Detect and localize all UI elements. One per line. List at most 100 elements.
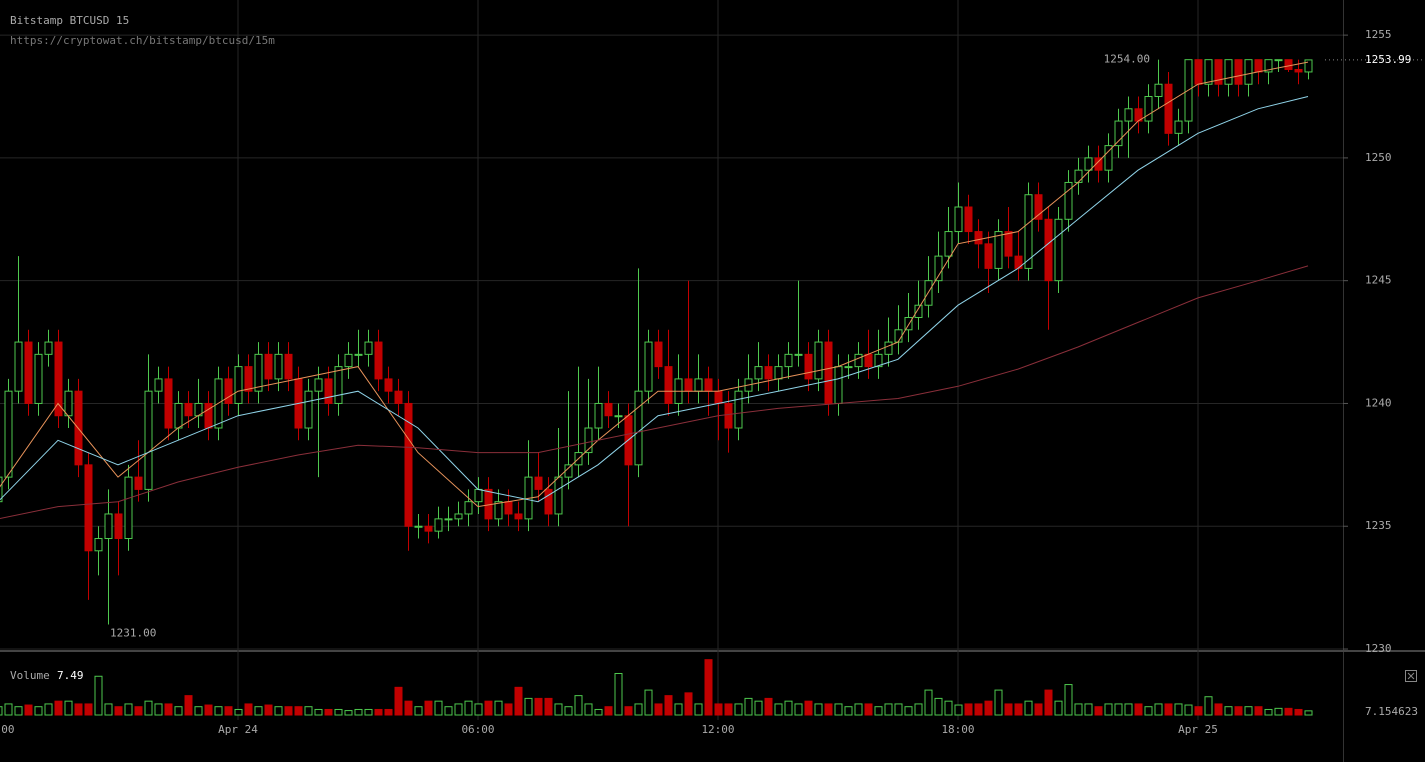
volume-bar: [664, 695, 673, 716]
candle-body: [344, 353, 353, 368]
volume-bar: [1144, 706, 1153, 716]
candle-body: [644, 341, 653, 392]
volume-bar: [254, 706, 263, 716]
candle-body: [604, 402, 613, 417]
volume-bar: [1124, 703, 1133, 716]
candle-body: [94, 538, 103, 552]
volume-bar: [14, 706, 23, 716]
volume-bar: [984, 700, 993, 716]
candle-body: [374, 341, 383, 380]
candle-body: [444, 518, 453, 521]
volume-bar: [614, 672, 623, 716]
x-tick-label: Apr 25: [1178, 723, 1218, 736]
candle-body: [204, 402, 213, 429]
candle-body: [1054, 218, 1063, 282]
candle-body: [734, 390, 743, 429]
volume-bar: [1204, 696, 1213, 716]
y-tick-label: 1230: [1365, 642, 1392, 655]
candle-body: [364, 341, 373, 355]
candle-body: [1174, 120, 1183, 134]
volume-bar: [1224, 706, 1233, 716]
candle-body: [84, 464, 93, 552]
volume-bar: [854, 703, 863, 716]
candle-body: [864, 353, 873, 368]
volume-bar: [264, 704, 273, 716]
candle-body: [754, 366, 763, 380]
y-tick-label: 1250: [1365, 151, 1392, 164]
candle-body: [664, 366, 673, 404]
volume-bar: [1264, 708, 1273, 716]
candle-body: [654, 341, 663, 368]
volume-bar: [164, 703, 173, 716]
volume-bar: [1044, 689, 1053, 716]
candle-body: [954, 206, 963, 233]
close-pane-button[interactable]: [1405, 670, 1417, 682]
candle-body: [854, 353, 863, 368]
volume-bar: [584, 703, 593, 716]
candle-body: [694, 378, 703, 392]
candle-body: [684, 378, 693, 392]
volume-bar: [794, 703, 803, 716]
candle-body: [1084, 157, 1093, 171]
volume-bar: [354, 708, 363, 716]
candle-body: [974, 231, 983, 245]
candle-body: [994, 231, 1003, 269]
volume-bar: [1114, 703, 1123, 716]
candle-body: [904, 317, 913, 331]
low-label: 1231.00: [110, 626, 156, 639]
candle-body: [254, 353, 263, 392]
candle-body: [544, 488, 553, 515]
volume-bar: [1164, 703, 1173, 716]
volume-bar: [1174, 703, 1183, 716]
candle-body: [384, 378, 393, 392]
candle-body: [704, 378, 713, 392]
candle-body: [1304, 59, 1313, 73]
volume-bar: [594, 708, 603, 716]
candle-body: [1284, 59, 1293, 70]
volume-bar: [1064, 684, 1073, 716]
volume-bar: [374, 708, 383, 716]
candle-body: [1294, 68, 1303, 73]
candle-body: [464, 501, 473, 515]
candle-body: [114, 513, 123, 540]
volume-bar: [444, 706, 453, 716]
volume-bar: [134, 706, 143, 716]
volume-bar: [334, 708, 343, 716]
volume-bar: [1234, 706, 1243, 716]
candle-body: [844, 366, 853, 369]
candle-body: [1204, 59, 1213, 85]
volume-bar: [514, 686, 523, 716]
candle-body: [424, 525, 433, 532]
volume-bar: [214, 706, 223, 716]
candle-body: [1254, 59, 1263, 73]
volume-bar: [464, 700, 473, 716]
candle-body: [774, 366, 783, 380]
candle-body: [24, 341, 33, 404]
volume-bar: [64, 700, 73, 716]
volume-bar: [224, 706, 233, 716]
candle-body: [244, 366, 253, 392]
volume-bar: [914, 703, 923, 716]
candle-body: [224, 378, 233, 404]
candle-body: [474, 488, 483, 503]
volume-bar: [174, 706, 183, 716]
volume-bar: [724, 703, 733, 716]
moving-average-line: [0, 96, 1309, 503]
volume-bar: [454, 703, 463, 716]
volume-bar: [524, 697, 533, 716]
candle-body: [304, 390, 313, 429]
candle-body: [894, 329, 903, 343]
candle-body: [1164, 83, 1173, 134]
candle-body: [414, 525, 423, 528]
volume-bar: [284, 706, 293, 716]
volume-bar: [694, 703, 703, 716]
candle-body: [714, 390, 723, 404]
moving-average-line: [0, 61, 1309, 508]
volume-bar: [844, 706, 853, 716]
volume-bar: [634, 703, 643, 716]
candle-body: [134, 476, 143, 490]
candle-body: [144, 390, 153, 490]
volume-bar: [94, 675, 103, 716]
volume-bar: [1284, 707, 1293, 716]
